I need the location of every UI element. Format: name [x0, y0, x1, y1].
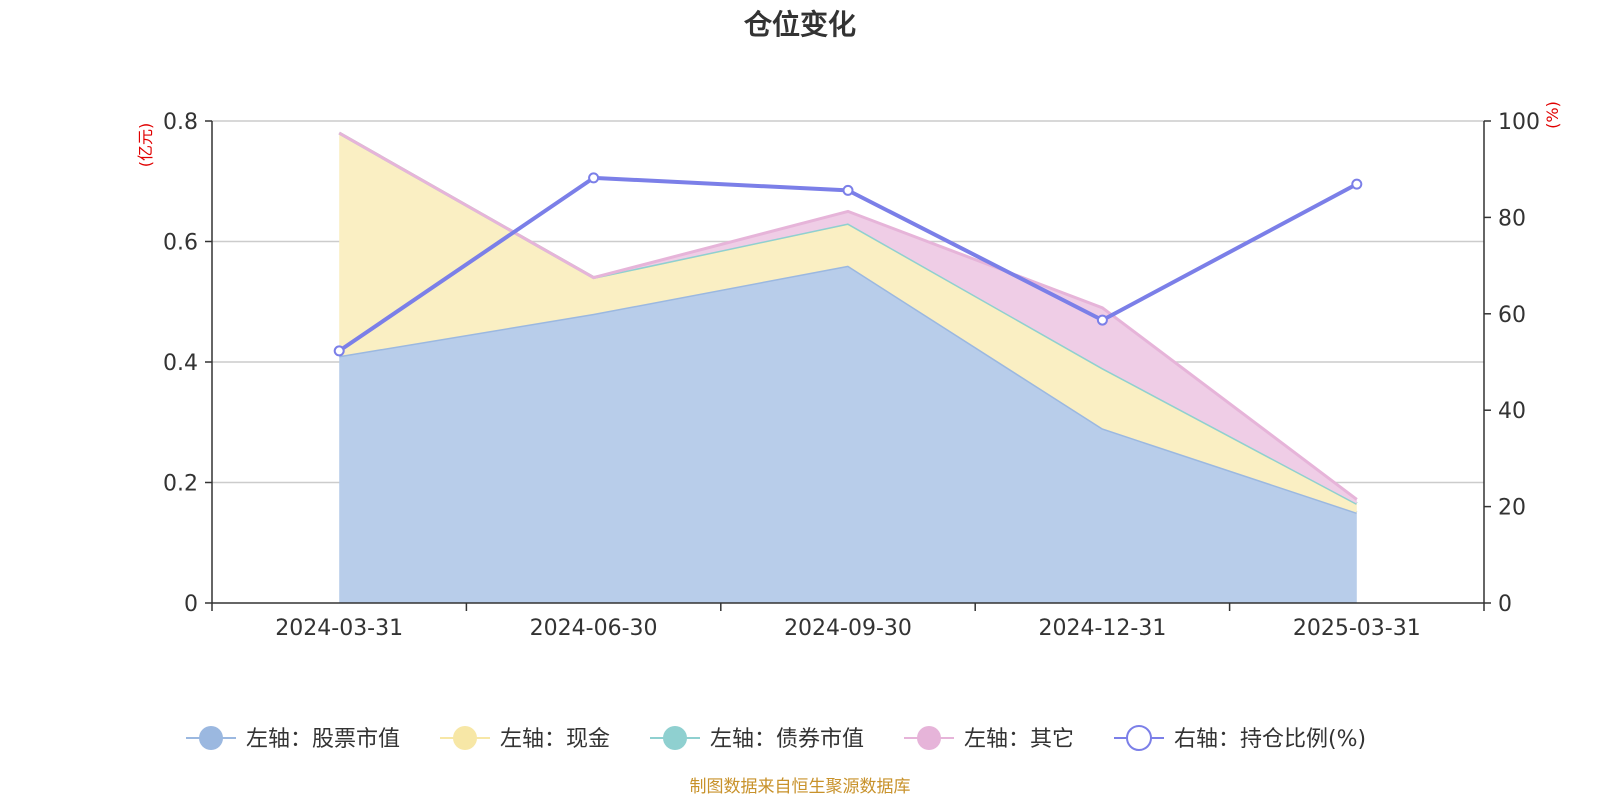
x-tick-label: 2024-03-31	[275, 616, 403, 641]
legend-item: 左轴：现金	[440, 726, 610, 752]
left-tick-label: 0.2	[163, 472, 198, 497]
area-edge-左轴：其它	[338, 131, 1358, 501]
legend-label: 右轴：持仓比例(%)	[1174, 727, 1366, 752]
legend-label: 左轴：股票市值	[246, 727, 400, 752]
x-tick-label: 2025-03-31	[1293, 616, 1421, 641]
legend-swatch-marker	[1126, 725, 1152, 751]
right-tick-label: 100	[1498, 110, 1540, 135]
left-tick-label: 0	[184, 592, 198, 617]
legend-label: 左轴：现金	[500, 727, 610, 752]
ratio-line	[333, 172, 1363, 357]
x-tick-label: 2024-12-31	[1038, 616, 1166, 641]
left-tick-label: 0.6	[163, 231, 198, 256]
right-tick-label: 80	[1498, 206, 1526, 231]
legend-item: 右轴：持仓比例(%)	[1114, 725, 1366, 752]
chart-title: 仓位变化	[744, 8, 856, 41]
legend-swatch-marker	[917, 726, 941, 750]
legend-label: 左轴：其它	[964, 727, 1074, 752]
legend: 左轴：股票市值 左轴：现金 左轴：债券市值 左轴：其它 右轴：持仓比例(%)	[186, 725, 1366, 752]
area-左轴：股票市值	[339, 265, 1357, 603]
right-tick-label: 20	[1498, 496, 1526, 521]
area-左轴：现金	[339, 133, 1357, 513]
legend-item: 左轴：股票市值	[186, 726, 400, 752]
legend-item: 左轴：债券市值	[650, 726, 864, 752]
axes: 0 0.2 0.4 0.6 0.8 0 20 40 60 80 100 2024-03-31 2024-…	[163, 110, 1540, 641]
x-tick-label: 2024-06-30	[530, 616, 658, 641]
left-tick-label: 0.8	[163, 110, 198, 135]
legend-swatch-marker	[453, 726, 477, 750]
right-tick-label: 40	[1498, 399, 1526, 424]
legend-swatch-marker	[663, 726, 687, 750]
data-source-note: 制图数据来自恒生聚源数据库	[690, 777, 911, 797]
left-axis-unit: (亿元)	[136, 123, 155, 168]
legend-item: 左轴：其它	[904, 726, 1074, 752]
ratio-point	[842, 184, 854, 196]
ratio-point	[333, 345, 345, 357]
legend-label: 左轴：债券市值	[710, 727, 864, 752]
right-tick-label: 60	[1498, 303, 1526, 328]
left-tick-label: 0.4	[163, 351, 198, 376]
right-tick-label: 0	[1498, 592, 1512, 617]
ratio-point	[1351, 178, 1363, 190]
legend-swatch-marker	[199, 726, 223, 750]
stacked-areas	[338, 131, 1358, 603]
x-tick-label: 2024-09-30	[784, 616, 912, 641]
right-axis-unit: (%)	[1543, 101, 1562, 129]
ratio-point	[588, 172, 600, 184]
ratio-point	[1096, 314, 1108, 326]
